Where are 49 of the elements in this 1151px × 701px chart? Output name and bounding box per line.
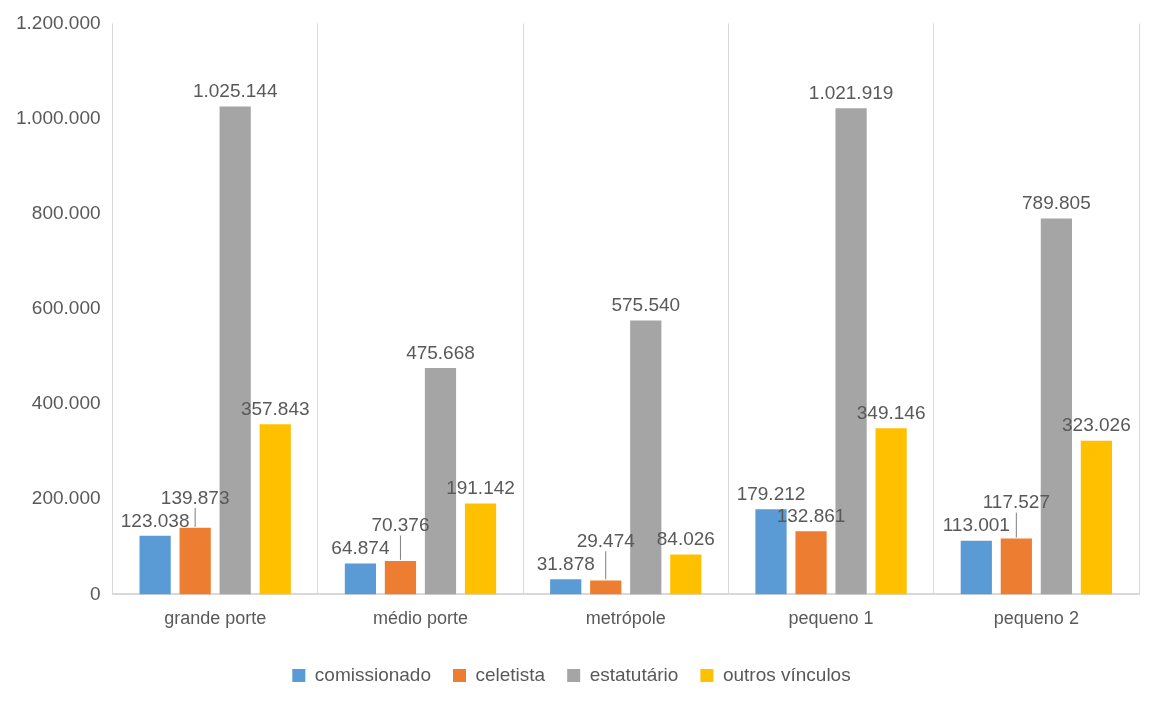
data-label: 1.025.144: [192, 80, 278, 102]
data-label: 123.038: [120, 509, 190, 531]
x-tick-label: grande porte: [164, 608, 267, 629]
data-label: 31.878: [536, 552, 595, 574]
bar: [795, 531, 827, 595]
bar: [670, 554, 702, 595]
data-label: 789.805: [1022, 192, 1091, 214]
y-tick-label: 1.200.000: [15, 11, 101, 33]
bar: [1000, 538, 1032, 595]
y-tick-label: 400.000: [31, 392, 101, 414]
x-tick-label: pequeno 2: [993, 608, 1079, 629]
bar: [139, 535, 171, 595]
legend-label: celetista: [475, 663, 546, 685]
x-tick-label: pequeno 1: [788, 608, 874, 629]
y-tick-label: 600.000: [31, 297, 101, 319]
bar: [1080, 440, 1113, 595]
bar: [344, 563, 377, 595]
data-label: 29.474: [576, 529, 636, 551]
bar: [464, 503, 497, 595]
x-tick-label: médio porte: [372, 608, 468, 629]
data-label: 84.026: [656, 528, 715, 550]
legend-label: estatutário: [589, 663, 679, 685]
data-label: 191.142: [446, 477, 515, 499]
bar: [590, 580, 622, 595]
x-tick-label: metrópole: [585, 608, 666, 629]
bar: [875, 428, 907, 595]
legend-label: outros vínculos: [722, 663, 851, 685]
data-label: 575.540: [611, 294, 681, 316]
y-tick-label: 800.000: [31, 201, 101, 223]
data-label: 1.021.919: [808, 81, 894, 103]
y-tick-label: 200.000: [31, 487, 101, 509]
data-label: 113.001: [942, 514, 1010, 536]
bar: [259, 424, 291, 595]
data-label: 117.527: [982, 491, 1050, 513]
bar: [384, 560, 417, 595]
y-tick-label: 0: [89, 582, 101, 604]
data-label: 323.026: [1062, 414, 1131, 436]
data-label: 64.874: [331, 537, 390, 559]
bar: [960, 540, 992, 595]
data-label: 475.668: [406, 341, 475, 363]
data-label: 70.376: [371, 514, 430, 536]
legend-label: comissionado: [314, 663, 431, 685]
bar: [179, 527, 211, 595]
data-label: 179.212: [736, 482, 806, 504]
y-tick-label: 1.000.000: [15, 106, 101, 128]
data-label: 139.873: [160, 486, 230, 508]
data-label: 349.146: [856, 402, 926, 423]
bar: [550, 579, 582, 595]
data-label: 357.843: [240, 397, 310, 419]
